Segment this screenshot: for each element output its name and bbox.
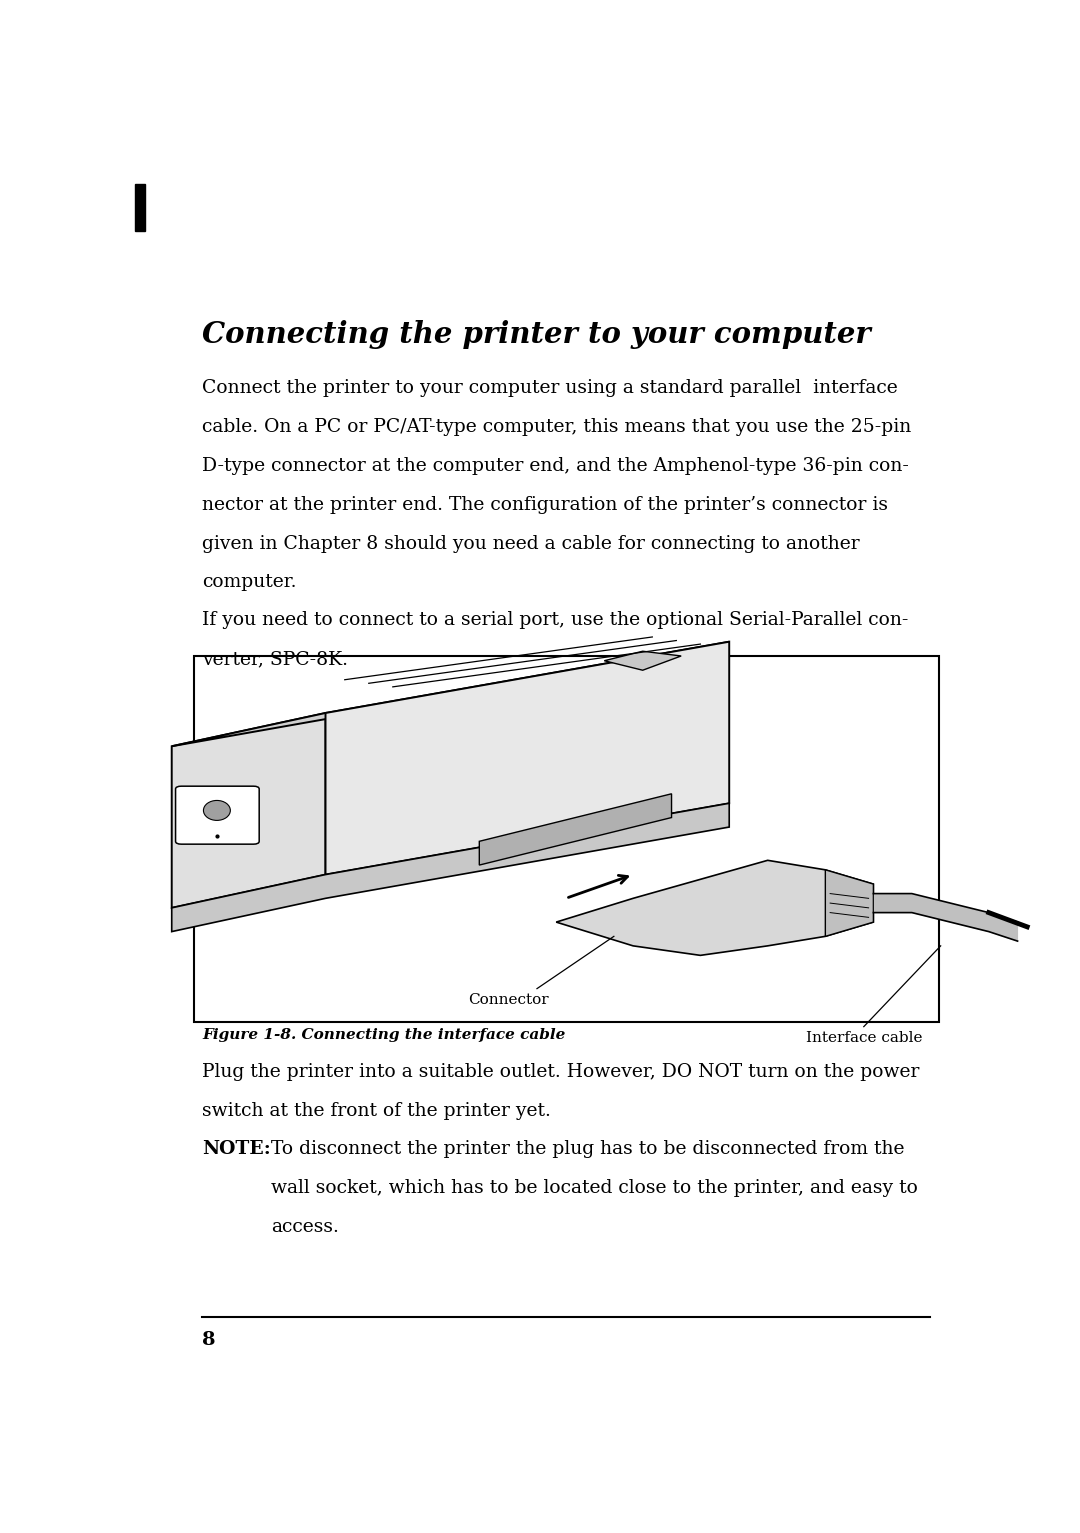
Polygon shape: [325, 642, 729, 874]
Text: Connect the printer to your computer using a standard parallel  interface: Connect the printer to your computer usi…: [202, 379, 897, 397]
Bar: [193, 656, 939, 1023]
Ellipse shape: [203, 800, 230, 820]
Bar: [135, 184, 145, 231]
Text: If you need to connect to a serial port, use the optional Serial-Parallel con-: If you need to connect to a serial port,…: [202, 612, 908, 629]
Polygon shape: [172, 642, 729, 747]
Text: given in Chapter 8 should you need a cable for connecting to another: given in Chapter 8 should you need a cab…: [202, 535, 860, 552]
Polygon shape: [172, 713, 325, 908]
Text: Figure 1-8. Connecting the interface cable: Figure 1-8. Connecting the interface cab…: [202, 1029, 565, 1042]
Text: D-type connector at the computer end, and the Amphenol-type 36-pin con-: D-type connector at the computer end, an…: [202, 457, 909, 475]
Text: nector at the printer end. The configuration of the printer’s connector is: nector at the printer end. The configura…: [202, 495, 888, 514]
Polygon shape: [825, 869, 874, 937]
Text: verter, SPC-8K.: verter, SPC-8K.: [202, 650, 348, 668]
Text: NOTE:: NOTE:: [202, 1141, 271, 1157]
Text: Connecting the printer to your computer: Connecting the printer to your computer: [202, 320, 870, 348]
Text: Plug the printer into a suitable outlet. However, DO NOT turn on the power: Plug the printer into a suitable outlet.…: [202, 1064, 919, 1081]
Text: 8: 8: [202, 1331, 216, 1349]
Polygon shape: [172, 803, 729, 932]
Polygon shape: [480, 794, 672, 865]
Text: Connector: Connector: [468, 993, 549, 1007]
Text: access.: access.: [271, 1219, 339, 1236]
Text: computer.: computer.: [202, 573, 296, 592]
Polygon shape: [556, 860, 874, 955]
Text: switch at the front of the printer yet.: switch at the front of the printer yet.: [202, 1102, 551, 1121]
Text: Interface cable: Interface cable: [806, 1032, 922, 1046]
Text: wall socket, which has to be located close to the printer, and easy to: wall socket, which has to be located clo…: [271, 1179, 918, 1197]
FancyBboxPatch shape: [176, 786, 259, 845]
Text: To disconnect the printer the plug has to be disconnected from the: To disconnect the printer the plug has t…: [271, 1141, 905, 1157]
Text: cable. On a PC or PC/AT-type computer, this means that you use the 25-pin: cable. On a PC or PC/AT-type computer, t…: [202, 417, 912, 435]
Polygon shape: [605, 652, 681, 670]
